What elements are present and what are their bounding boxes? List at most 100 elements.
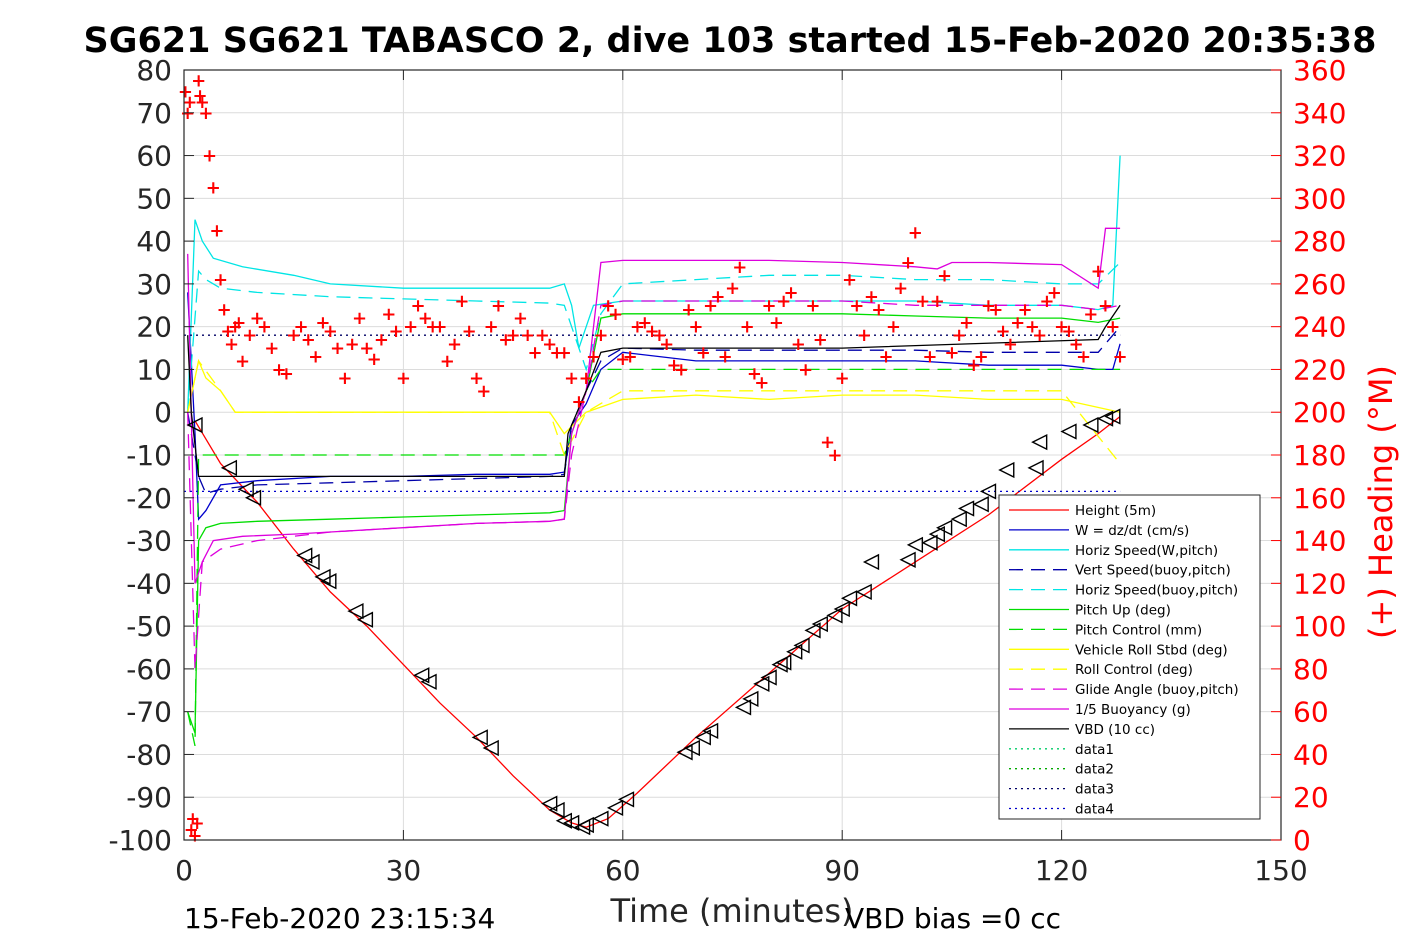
legend: Height (5m) W = dz/dt (cm/s) Horiz Speed(W…: [998, 494, 1261, 820]
depth-triangle: [296, 547, 313, 564]
legend-label: Vehicle Roll Stbd (deg): [1075, 642, 1228, 658]
y-tick-label-left: 30: [136, 268, 172, 301]
depth-triangle: [742, 690, 759, 707]
heading-point: +: [615, 349, 630, 370]
heading-point: +: [1098, 295, 1113, 316]
heading-point: +: [952, 325, 967, 346]
heading-point: +: [1061, 321, 1076, 342]
depth-triangle: [826, 607, 843, 624]
depth-triangle: [833, 600, 850, 618]
depth-triangle: [936, 519, 953, 536]
heading-point: +: [542, 334, 557, 355]
heading-point: +: [696, 342, 711, 363]
heading-point: +: [930, 291, 945, 312]
depth-triangle: [320, 573, 337, 590]
heading-point: +: [396, 368, 411, 389]
heading-point: +: [988, 300, 1003, 321]
heading-point: +: [220, 321, 235, 342]
heading-point: +: [520, 325, 535, 346]
depth-triangle: [244, 489, 262, 506]
heading-point: +: [323, 321, 338, 342]
heading-point: +: [1054, 317, 1069, 338]
legend-label: Height (5m): [1075, 503, 1156, 519]
y-tick-label-left: -80: [126, 738, 172, 771]
heading-point: +: [1017, 300, 1032, 321]
y-tick-label-right: 280: [1293, 225, 1346, 258]
depth-triangle: [237, 481, 254, 498]
heading-point: +: [476, 381, 491, 402]
x-tick-label: 90: [824, 854, 860, 887]
depth-triangle: [840, 590, 858, 607]
heading-point: +: [228, 317, 243, 338]
heading-point: +: [454, 291, 469, 312]
heading-point: +: [981, 295, 996, 316]
heading-point: +: [1083, 304, 1098, 325]
heading-point: +: [630, 317, 645, 338]
depth-triangle: [921, 534, 938, 551]
heading-point: +: [359, 338, 374, 359]
heading-point: +: [308, 347, 323, 368]
series-roll-control-deg: [187, 359, 1121, 465]
y-tick-label-left: 0: [154, 396, 172, 429]
y-tick-label-right: 160: [1293, 482, 1346, 515]
x-tick-label: 150: [1254, 854, 1307, 887]
heading-point: +: [579, 368, 594, 389]
heading-point: +: [805, 295, 820, 316]
heading-point: +: [571, 392, 586, 413]
heading-point: +: [798, 359, 813, 380]
x-tick-label: 0: [175, 854, 193, 887]
depth-triangle: [804, 622, 821, 639]
heading-point: +: [827, 445, 842, 466]
legend-label: Pitch Control (mm): [1075, 622, 1202, 638]
heading-point: +: [190, 813, 205, 834]
y-tick-label-right: 240: [1293, 311, 1346, 344]
x-tick-label: 30: [386, 854, 422, 887]
axis-ticks: 0 30 60 90 120 15080706050403020100-10-20-30-…: [108, 54, 1346, 887]
heading-point: +: [484, 317, 499, 338]
heading-point: +: [857, 325, 872, 346]
depth-triangle: [1082, 416, 1099, 434]
x-tick-label: 120: [1035, 854, 1088, 887]
depth-triangle: [793, 637, 810, 654]
heading-point: +: [337, 368, 352, 389]
heading-point: +: [769, 312, 784, 333]
heading-point: +: [440, 351, 455, 372]
heading-point: +: [1069, 334, 1084, 355]
heading-point: +: [564, 368, 579, 389]
heading-point: +: [974, 347, 989, 368]
heading-point: +: [915, 291, 930, 312]
heading-point: +: [740, 317, 755, 338]
heading-point: +: [813, 330, 828, 351]
heading-point: +: [645, 321, 660, 342]
y-tick-label-left: 60: [136, 140, 172, 173]
legend-label: Glide Angle (buoy,pitch): [1075, 682, 1239, 698]
heading-point: +: [231, 312, 246, 333]
heading-point: +: [315, 312, 330, 333]
heading-point: +: [191, 71, 206, 92]
depth-triangle: [356, 611, 374, 628]
depth-triangle: [413, 667, 430, 684]
y-tick-label-right: 220: [1293, 353, 1346, 386]
depth-triangle: [855, 583, 872, 601]
legend-label: Vert Speed(buoy,pitch): [1075, 563, 1231, 579]
heading-point: +: [469, 368, 484, 389]
depth-triangle: [555, 812, 572, 829]
y-tick-label-left: -70: [126, 696, 172, 729]
x-tick-label: 60: [605, 854, 641, 887]
depth-triangle: [701, 722, 719, 740]
heading-point: +: [747, 364, 762, 385]
depth-triangle: [420, 673, 437, 690]
depth-triangle: [577, 816, 594, 834]
depth-triangle: [606, 799, 624, 817]
heading-point: +: [1010, 312, 1025, 333]
heading-point: +: [710, 287, 725, 308]
depth-triangle: [1031, 434, 1048, 451]
heading-point: +: [1003, 334, 1018, 355]
heading-point: +: [209, 220, 224, 241]
y-axis-label-right: (+) Heading (°M): [1362, 365, 1400, 639]
y-tick-label-right: 60: [1293, 696, 1329, 729]
legend-label: data4: [1075, 802, 1114, 818]
heading-point: +: [1047, 282, 1062, 303]
depth-triangle: [950, 511, 967, 528]
heading-point: +: [879, 347, 894, 368]
